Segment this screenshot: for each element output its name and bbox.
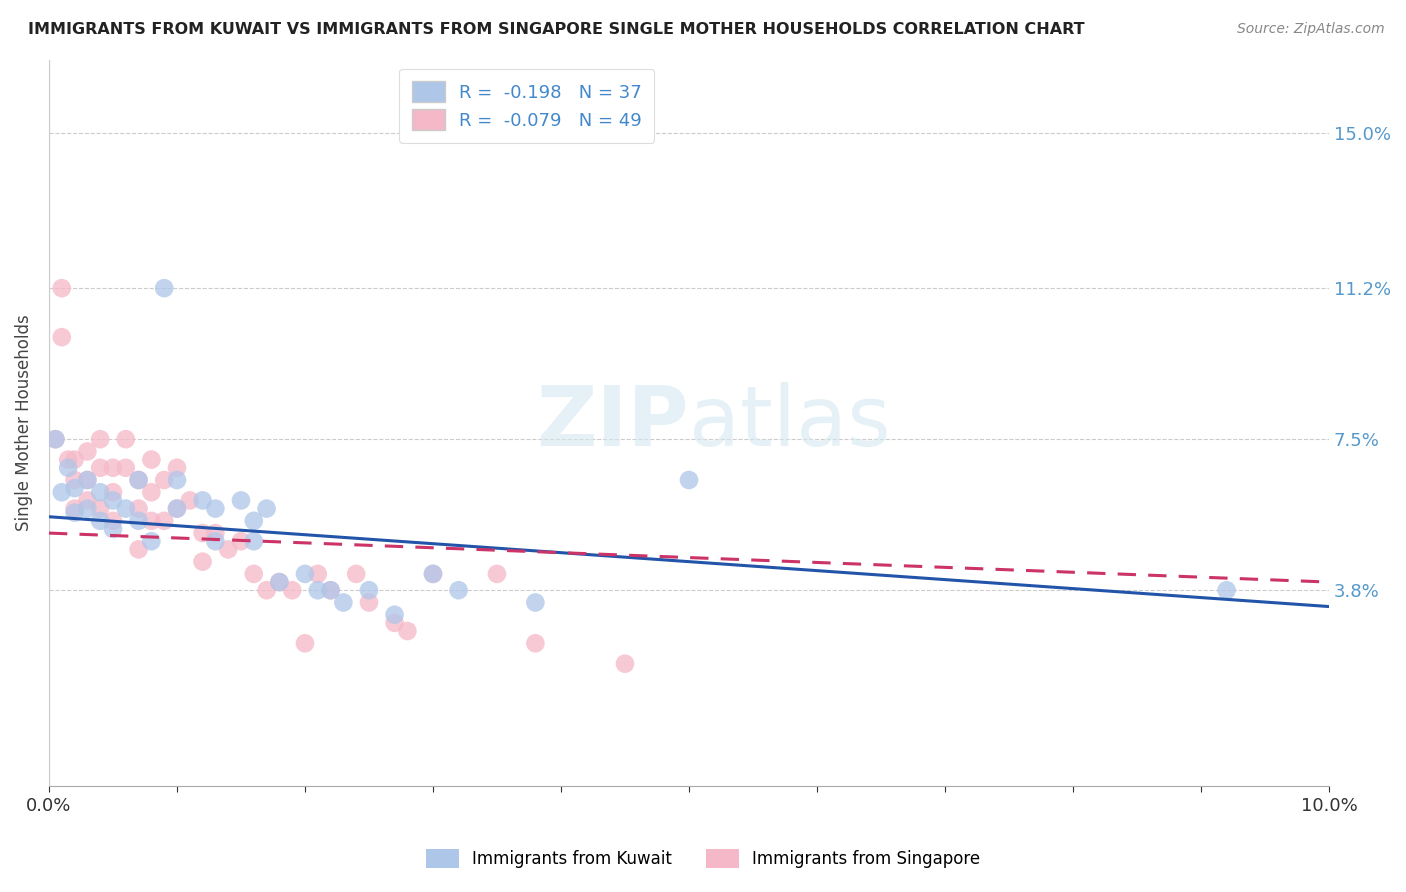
Point bbox=[242, 566, 264, 581]
Point bbox=[153, 281, 176, 295]
Point bbox=[56, 452, 79, 467]
Point bbox=[63, 506, 86, 520]
Point bbox=[294, 566, 316, 581]
Point bbox=[128, 501, 150, 516]
Point bbox=[191, 555, 214, 569]
Point bbox=[204, 534, 226, 549]
Point bbox=[89, 501, 111, 516]
Text: IMMIGRANTS FROM KUWAIT VS IMMIGRANTS FROM SINGAPORE SINGLE MOTHER HOUSEHOLDS COR: IMMIGRANTS FROM KUWAIT VS IMMIGRANTS FRO… bbox=[28, 22, 1085, 37]
Point bbox=[63, 473, 86, 487]
Point bbox=[307, 566, 329, 581]
Point bbox=[141, 485, 163, 500]
Point bbox=[141, 514, 163, 528]
Point bbox=[63, 452, 86, 467]
Point bbox=[1215, 583, 1237, 598]
Point bbox=[524, 595, 547, 609]
Point bbox=[242, 514, 264, 528]
Point bbox=[101, 493, 124, 508]
Point bbox=[89, 432, 111, 446]
Point bbox=[242, 534, 264, 549]
Point bbox=[281, 583, 304, 598]
Point bbox=[114, 460, 136, 475]
Legend: Immigrants from Kuwait, Immigrants from Singapore: Immigrants from Kuwait, Immigrants from … bbox=[419, 842, 987, 875]
Legend: R =  -0.198   N = 37, R =  -0.079   N = 49: R = -0.198 N = 37, R = -0.079 N = 49 bbox=[399, 69, 654, 143]
Text: Source: ZipAtlas.com: Source: ZipAtlas.com bbox=[1237, 22, 1385, 37]
Point bbox=[447, 583, 470, 598]
Point bbox=[422, 566, 444, 581]
Point bbox=[357, 583, 380, 598]
Point bbox=[56, 460, 79, 475]
Point bbox=[307, 583, 329, 598]
Point bbox=[294, 636, 316, 650]
Point bbox=[51, 330, 73, 344]
Point bbox=[101, 460, 124, 475]
Point bbox=[76, 501, 98, 516]
Point bbox=[89, 514, 111, 528]
Point bbox=[114, 432, 136, 446]
Point bbox=[384, 607, 406, 622]
Point bbox=[179, 493, 201, 508]
Point bbox=[89, 485, 111, 500]
Text: ZIP: ZIP bbox=[537, 383, 689, 463]
Point bbox=[269, 575, 291, 590]
Point bbox=[191, 526, 214, 541]
Point bbox=[422, 566, 444, 581]
Point bbox=[524, 636, 547, 650]
Point bbox=[217, 542, 239, 557]
Point bbox=[128, 473, 150, 487]
Point bbox=[44, 432, 66, 446]
Point bbox=[141, 452, 163, 467]
Point bbox=[128, 542, 150, 557]
Point bbox=[269, 575, 291, 590]
Point bbox=[153, 473, 176, 487]
Point bbox=[141, 534, 163, 549]
Point bbox=[384, 615, 406, 630]
Point bbox=[166, 473, 188, 487]
Point bbox=[128, 473, 150, 487]
Point bbox=[76, 473, 98, 487]
Point bbox=[229, 493, 252, 508]
Point bbox=[319, 583, 342, 598]
Text: atlas: atlas bbox=[689, 383, 891, 463]
Point bbox=[256, 583, 278, 598]
Point bbox=[101, 514, 124, 528]
Point bbox=[166, 460, 188, 475]
Point bbox=[344, 566, 367, 581]
Point bbox=[153, 514, 176, 528]
Point bbox=[319, 583, 342, 598]
Point bbox=[114, 501, 136, 516]
Point bbox=[51, 281, 73, 295]
Point bbox=[166, 501, 188, 516]
Y-axis label: Single Mother Households: Single Mother Households bbox=[15, 315, 32, 532]
Point bbox=[101, 485, 124, 500]
Point bbox=[256, 501, 278, 516]
Point bbox=[76, 444, 98, 458]
Point bbox=[396, 624, 419, 638]
Point bbox=[678, 473, 700, 487]
Point bbox=[191, 493, 214, 508]
Point bbox=[101, 522, 124, 536]
Point bbox=[204, 526, 226, 541]
Point bbox=[332, 595, 354, 609]
Point bbox=[166, 501, 188, 516]
Point bbox=[485, 566, 508, 581]
Point bbox=[44, 432, 66, 446]
Point bbox=[128, 514, 150, 528]
Point bbox=[229, 534, 252, 549]
Point bbox=[76, 473, 98, 487]
Point bbox=[63, 501, 86, 516]
Point bbox=[89, 460, 111, 475]
Point bbox=[63, 481, 86, 495]
Point bbox=[76, 493, 98, 508]
Point bbox=[357, 595, 380, 609]
Point bbox=[51, 485, 73, 500]
Point bbox=[614, 657, 637, 671]
Point bbox=[204, 501, 226, 516]
